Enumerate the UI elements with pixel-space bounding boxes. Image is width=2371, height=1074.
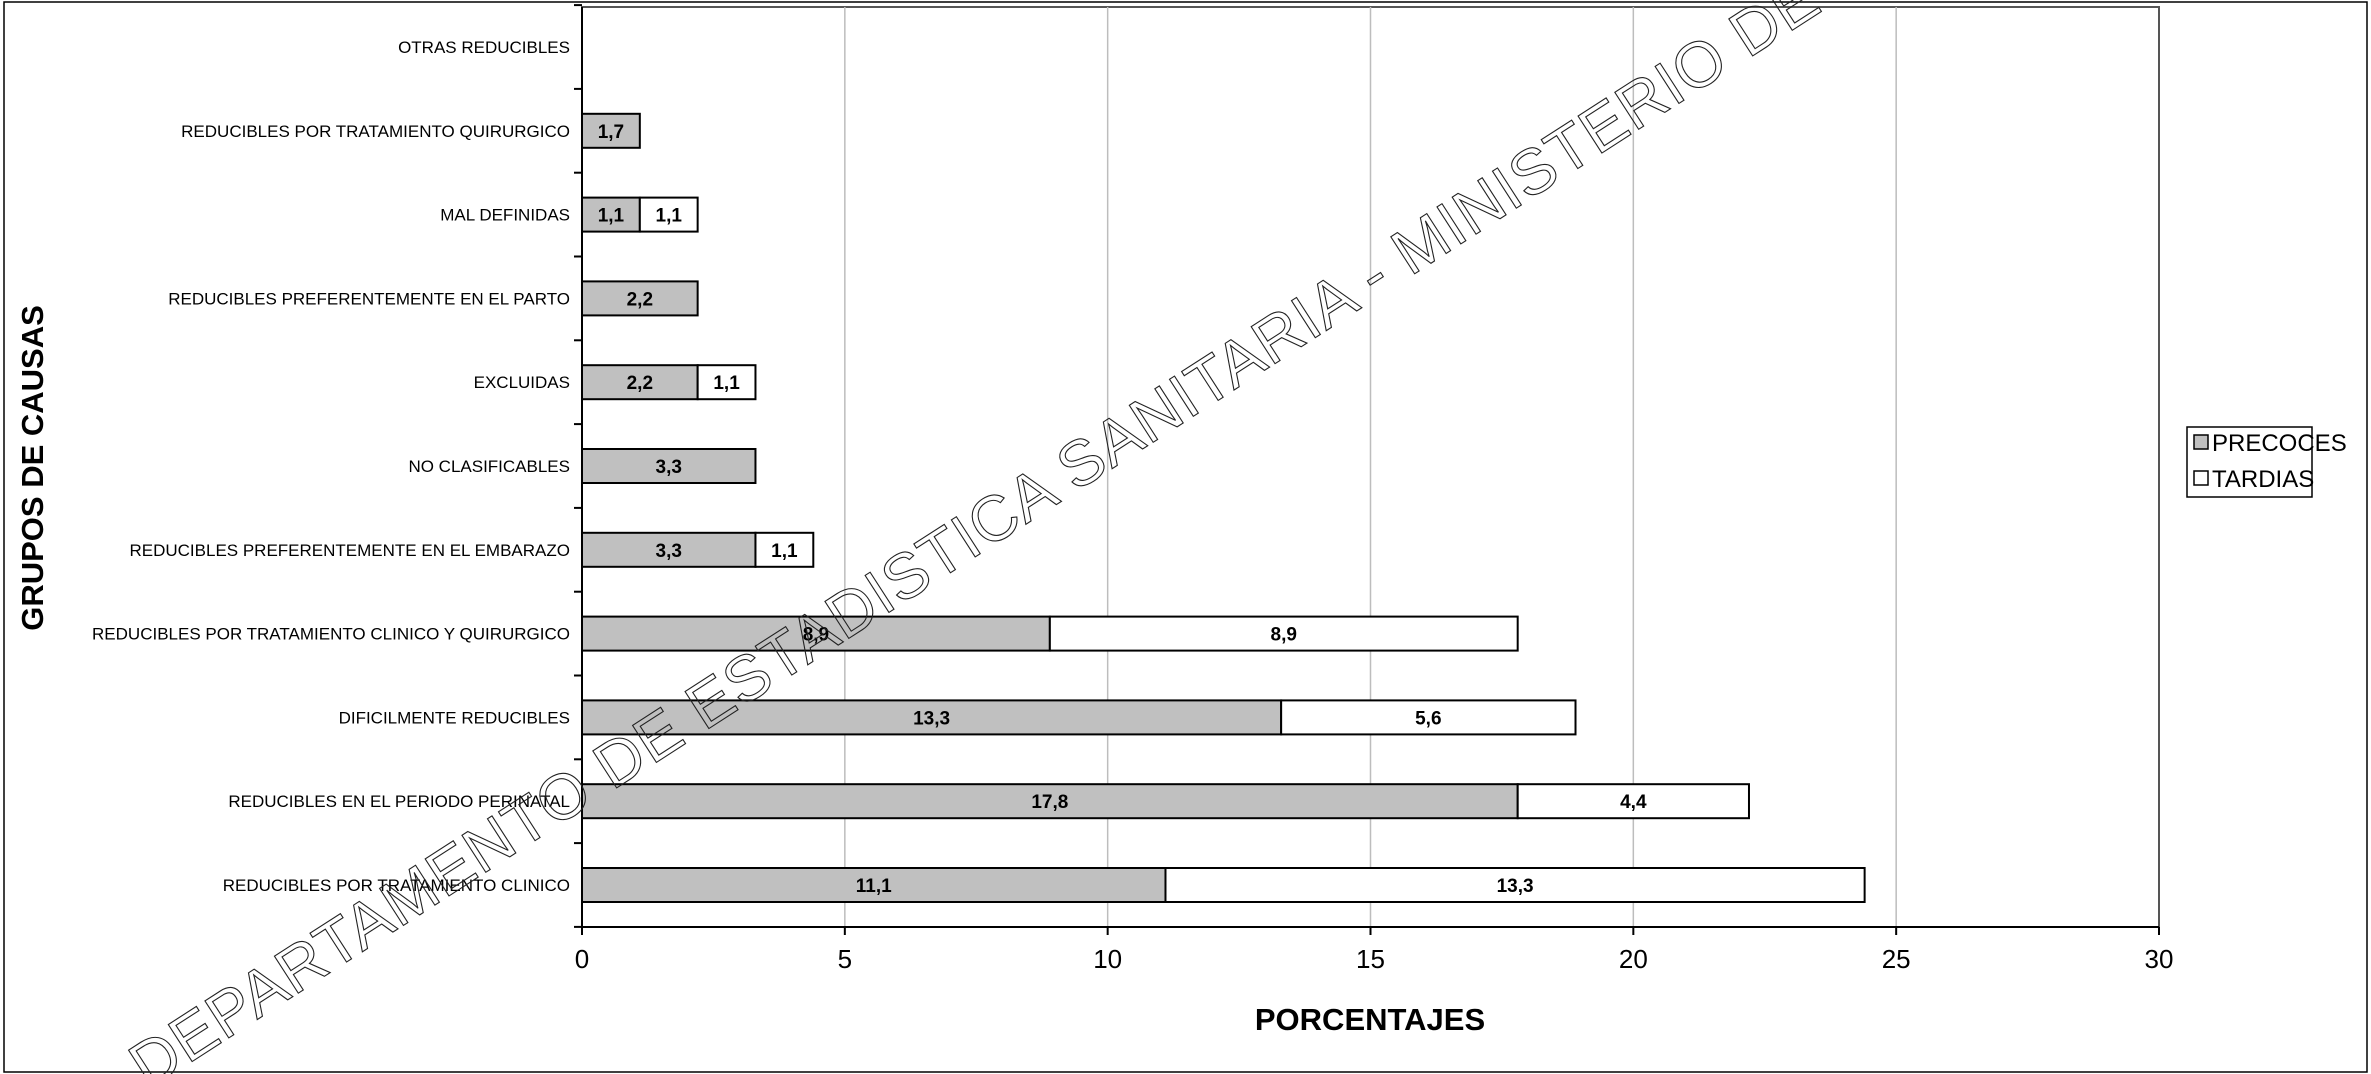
bar-tardias-dificilmente-reducibles <box>1280 699 1577 736</box>
bar-tardias-reducibles-por-tratamiento-clinico <box>1164 867 1866 903</box>
legend-swatch-precoces <box>2193 434 2209 450</box>
legend-label-tardias: TARDIAS <box>2212 466 2314 493</box>
category-label-dificilmente-reducibles: DIFICILMENTE REDUCIBLES <box>339 708 570 727</box>
legend: PRECOCES TARDIAS <box>2186 426 2347 498</box>
bar-tardias-mal-definidas <box>638 196 699 233</box>
data-label-precoces-reducibles-por-tratamiento-quirurgico: 1,7 <box>598 122 624 143</box>
bar-precoces-no-clasificables <box>581 448 757 484</box>
bar-precoces-reducibles-en-el-periodo-perinatal <box>581 783 1519 820</box>
category-label-otras-reducibles: OTRAS REDUCIBLES <box>398 38 570 57</box>
gridlines <box>844 7 1897 927</box>
bar-precoces-reducibles-por-tratamiento-quirurgico <box>581 112 641 149</box>
category-label-reducibles-por-tratamiento-clinico: REDUCIBLES POR TRATAMIENTO CLINICO <box>223 876 570 895</box>
x-tick-label-15: 15 <box>1356 944 1385 974</box>
category-label-reducibles-en-el-periodo-perinatal: REDUCIBLES EN EL PERIODO PERINATAL <box>228 792 570 811</box>
data-label-tardias-reducibles-en-el-periodo-perinatal: 4,4 <box>1620 792 1647 813</box>
bar-precoces-reducibles-preferentemente-en-el-parto <box>581 280 699 317</box>
category-labels: OTRAS REDUCIBLES REDUCIBLES POR TRATAMIEN… <box>92 38 570 895</box>
data-label-tardias-reducibles-por-tratamiento-clinico: 13,3 <box>1497 876 1534 897</box>
x-tick-label-20: 20 <box>1619 944 1648 974</box>
bar-tardias-reducibles-en-el-periodo-perinatal <box>1516 783 1750 820</box>
x-tick-label-25: 25 <box>1882 944 1911 974</box>
legend-swatch-tardias <box>2193 470 2209 486</box>
x-tick-labels: 0 5 10 15 20 25 30 <box>575 944 2174 974</box>
data-label-precoces-excluidas: 2,2 <box>627 373 653 394</box>
data-label-tardias-dificilmente-reducibles: 5,6 <box>1415 708 1441 729</box>
x-axis-title: PORCENTAJES <box>1255 1002 1485 1037</box>
x-tick-label-30: 30 <box>2145 944 2174 974</box>
chart-frame <box>3 1 2368 1073</box>
bars: 1,7 1,1 1,1 2,2 2,2 1,1 3,3 3,3 1,1 8,9 8,9 13,3 5,6… <box>581 112 1866 903</box>
data-label-tardias-mal-definidas: 1,1 <box>656 206 683 227</box>
y-axis-title: GRUPOS DE CAUSAS <box>15 305 50 631</box>
bar-precoces-reducibles-preferentemente-en-el-embarazo <box>581 531 757 568</box>
data-label-precoces-no-clasificables: 3,3 <box>656 457 682 478</box>
bar-tardias-reducibles-preferentemente-en-el-embarazo <box>754 531 815 568</box>
data-label-tardias-reducibles-preferentemente-en-el-embarazo: 1,1 <box>771 541 798 562</box>
x-tick-label-0: 0 <box>575 944 589 974</box>
data-label-precoces-reducibles-por-tratamiento-clinico-y-quirurgico: 8,9 <box>803 625 829 646</box>
bar-tardias-excluidas <box>696 364 757 401</box>
legend-label-precoces: PRECOCES <box>2212 430 2347 457</box>
category-label-reducibles-por-tratamiento-quirurgico: REDUCIBLES POR TRATAMIENTO QUIRURGICO <box>181 122 570 141</box>
category-label-reducibles-por-tratamiento-clinico-y-quirurgico: REDUCIBLES POR TRATAMIENTO CLINICO Y QUI… <box>92 625 570 644</box>
data-label-precoces-reducibles-preferentemente-en-el-embarazo: 3,3 <box>656 541 682 562</box>
bar-precoces-dificilmente-reducibles <box>581 699 1283 736</box>
x-tick-label-5: 5 <box>838 944 852 974</box>
data-label-precoces-dificilmente-reducibles: 13,3 <box>913 708 950 729</box>
category-label-no-clasificables: NO CLASIFICABLES <box>408 457 570 476</box>
data-label-precoces-mal-definidas: 1,1 <box>598 206 625 227</box>
x-tick-label-10: 10 <box>1093 944 1122 974</box>
data-label-precoces-reducibles-por-tratamiento-clinico: 11,1 <box>856 876 892 897</box>
category-label-excluidas: EXCLUIDAS <box>474 373 570 392</box>
category-label-mal-definidas: MAL DEFINIDAS <box>440 206 570 225</box>
bar-precoces-reducibles-por-tratamiento-clinico <box>581 867 1167 903</box>
category-label-reducibles-preferentemente-en-el-embarazo: REDUCIBLES PREFERENTEMENTE EN EL EMBARAZ… <box>129 541 570 560</box>
watermark: DEPARTAMENTO DE ESTADISTICA SANITARIA - … <box>117 0 2371 1074</box>
bar-tardias-reducibles-por-tratamiento-clinico-y-quirurgico <box>1048 615 1519 652</box>
data-label-tardias-excluidas: 1,1 <box>713 373 740 394</box>
data-label-precoces-reducibles-en-el-periodo-perinatal: 17,8 <box>1031 792 1068 813</box>
data-label-precoces-reducibles-preferentemente-en-el-parto: 2,2 <box>627 289 653 310</box>
data-label-tardias-reducibles-por-tratamiento-clinico-y-quirurgico: 8,9 <box>1271 625 1297 646</box>
category-label-reducibles-preferentemente-en-el-parto: REDUCIBLES PREFERENTEMENTE EN EL PARTO <box>168 289 570 308</box>
watermark-group: DEPARTAMENTO DE ESTADISTICA SANITARIA - … <box>116 0 2371 1074</box>
